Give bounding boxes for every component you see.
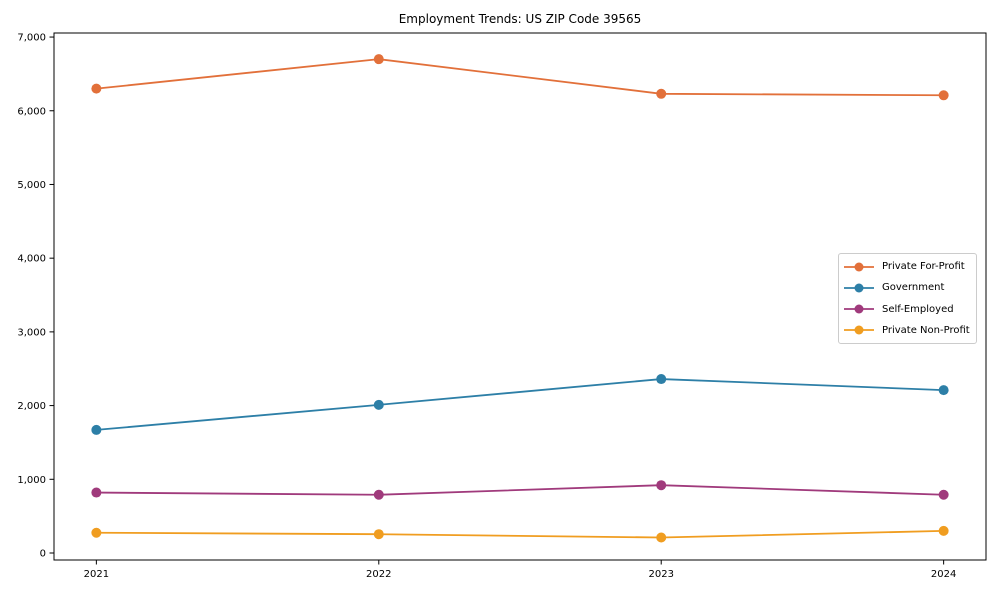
data-point — [938, 525, 949, 536]
x-tick-label: 2024 — [931, 569, 956, 580]
chart-title: Employment Trends: US ZIP Code 39565 — [398, 12, 642, 26]
legend-item: Private Non-Profit — [843, 320, 972, 341]
y-tick-label: 1,000 — [17, 475, 46, 486]
y-tick-label: 4,000 — [17, 254, 46, 265]
legend-item: Self-Employed — [843, 299, 972, 320]
y-tick-label: 2,000 — [17, 401, 46, 412]
data-point — [373, 54, 384, 65]
y-tick-label: 3,000 — [17, 327, 46, 338]
series-line-private-for-profit — [96, 58, 944, 97]
legend-marker — [854, 304, 864, 314]
series-line-self-employed — [96, 484, 944, 496]
x-tick-label: 2021 — [84, 569, 109, 580]
legend-swatch-line-marker-icon — [844, 325, 874, 335]
chart-legend: Private For-Profit Government Self-Employe… — [838, 253, 977, 344]
legend-label: Self-Employed — [882, 303, 954, 315]
data-point — [938, 489, 949, 500]
data-point — [656, 480, 667, 491]
data-point — [91, 424, 102, 435]
data-point — [373, 529, 384, 540]
y-tick-label: 5,000 — [17, 180, 46, 191]
legend-label: Private For-Profit — [882, 261, 965, 273]
legend-swatch-line-marker-icon — [844, 262, 874, 272]
legend-marker — [854, 325, 864, 335]
series-line-private-non-profit — [96, 529, 944, 539]
legend-item: Private For-Profit — [843, 256, 972, 277]
legend-label: Private Non-Profit — [882, 324, 970, 336]
plot-frame — [53, 32, 987, 561]
data-point — [91, 83, 102, 94]
y-tick-label: 7,000 — [17, 33, 46, 44]
data-point — [656, 88, 667, 99]
data-point — [373, 489, 384, 500]
series-line-government — [96, 378, 944, 431]
data-point — [938, 90, 949, 101]
data-point — [656, 374, 667, 385]
y-tick-label: 0 — [40, 548, 46, 559]
data-point — [91, 487, 102, 498]
x-tick-label: 2023 — [648, 569, 673, 580]
legend-marker — [854, 262, 864, 272]
x-tick-label: 2022 — [366, 569, 391, 580]
legend-marker — [854, 283, 864, 293]
legend-label: Government — [882, 282, 945, 294]
data-point — [938, 385, 949, 396]
legend-swatch-line-marker-icon — [844, 283, 874, 293]
data-point — [373, 399, 384, 410]
legend-swatch-line-marker-icon — [844, 304, 874, 314]
data-point — [91, 527, 102, 538]
data-point — [656, 532, 667, 543]
y-tick-label: 6,000 — [17, 106, 46, 117]
legend-item: Government — [843, 277, 972, 298]
